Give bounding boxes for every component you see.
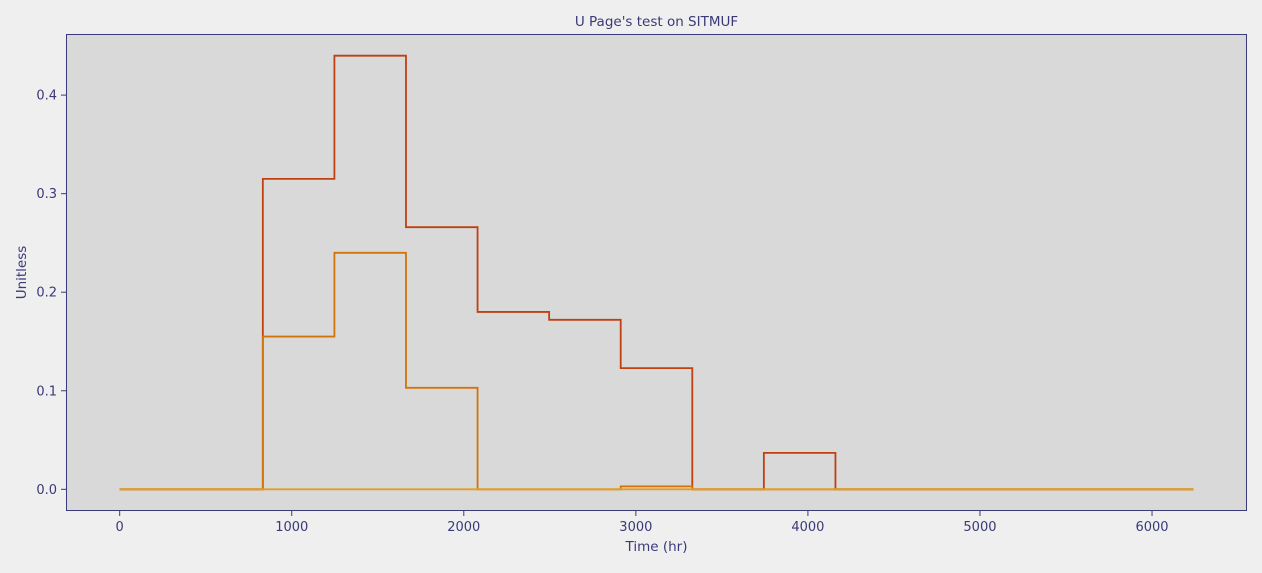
series-line-2 xyxy=(119,251,1194,491)
x-tick-label: 4000 xyxy=(791,520,824,535)
x-axis: 0 1000 2000 3000 4000 5000 6000 xyxy=(116,511,1169,535)
y-tick-label: 0.1 xyxy=(36,384,57,399)
x-tick-label: 1000 xyxy=(275,520,308,535)
x-axis-label: Time (hr) xyxy=(625,539,688,555)
x-tick-label: 6000 xyxy=(1135,520,1168,535)
y-axis: 0.0 0.1 0.2 0.3 0.4 xyxy=(36,89,66,498)
plot-frame xyxy=(66,34,1247,511)
chart-title: U Page's test on SITMUF xyxy=(575,14,738,30)
y-axis-label: Unitless xyxy=(14,246,30,300)
plot-area xyxy=(66,34,1247,511)
y-tick-label: 0.3 xyxy=(36,187,57,202)
y-tick-label: 0.0 xyxy=(36,483,57,498)
y-tick-label: 0.4 xyxy=(36,89,57,104)
x-tick-label: 2000 xyxy=(447,520,480,535)
x-tick-label: 3000 xyxy=(619,520,652,535)
x-tick-label: 5000 xyxy=(963,520,996,535)
x-tick-label: 0 xyxy=(116,520,124,535)
series-layer xyxy=(119,54,1194,491)
y-tick-label: 0.2 xyxy=(36,286,57,301)
series-line-1 xyxy=(119,54,1194,491)
